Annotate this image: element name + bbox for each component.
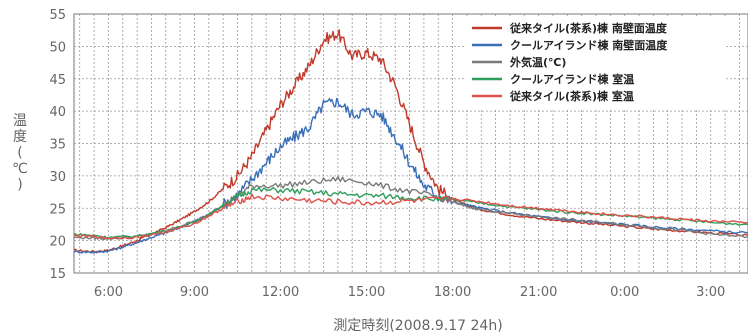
x-tick-label: 18:00 xyxy=(434,285,471,300)
x-tick-label: 0:00 xyxy=(610,285,639,300)
y-tick-label: 35 xyxy=(49,138,66,153)
y-tick-label: 40 xyxy=(49,105,66,120)
y-label-char: ℃ xyxy=(12,161,28,177)
y-tick-label: 15 xyxy=(49,267,66,282)
y-tick-label: 20 xyxy=(49,235,66,250)
y-axis-label: 温度(℃) xyxy=(12,113,28,193)
y-label-char: 度 xyxy=(13,129,27,145)
x-axis-ticks: 6:00 9:00 12:00 15:00 18:00 21:00 0:00 3:00 xyxy=(94,285,726,300)
legend-label: 外気温(℃) xyxy=(509,55,566,69)
x-tick-label: 12:00 xyxy=(262,285,299,300)
series-line xyxy=(74,186,748,240)
x-tick-label: 6:00 xyxy=(94,285,123,300)
y-tick-label: 25 xyxy=(49,202,66,217)
y-label-char: 温 xyxy=(13,113,27,129)
legend-label: 従来タイル(茶系)棟 室温 xyxy=(509,89,634,103)
legend-label: クールアイランド棟 南壁面温度 xyxy=(510,38,668,52)
series-line xyxy=(73,29,748,254)
x-tick-label: 15:00 xyxy=(348,285,385,300)
y-label-char: ( xyxy=(17,145,22,161)
x-tick-label: 21:00 xyxy=(520,285,557,300)
y-tick-label: 30 xyxy=(49,170,66,185)
y-tick-label: 45 xyxy=(49,73,66,88)
y-axis-ticks: 15 20 25 30 35 40 45 50 55 xyxy=(49,8,66,282)
y-tick-label: 50 xyxy=(49,40,66,55)
series-line xyxy=(73,175,748,241)
x-axis-label: 測定時刻(2008.9.17 24h) xyxy=(333,318,502,334)
series-layer xyxy=(73,29,748,254)
legend-label: 従来タイル(茶系)棟 南壁面温度 xyxy=(509,21,668,35)
y-tick-label: 55 xyxy=(49,8,66,23)
y-label-char: ) xyxy=(17,177,22,193)
x-tick-label: 9:00 xyxy=(180,285,209,300)
x-tick-label: 3:00 xyxy=(696,285,725,300)
series-line xyxy=(73,193,748,240)
plot-frame xyxy=(73,13,748,274)
legend-box xyxy=(464,16,726,109)
legend-label: クールアイランド棟 室温 xyxy=(510,72,634,86)
